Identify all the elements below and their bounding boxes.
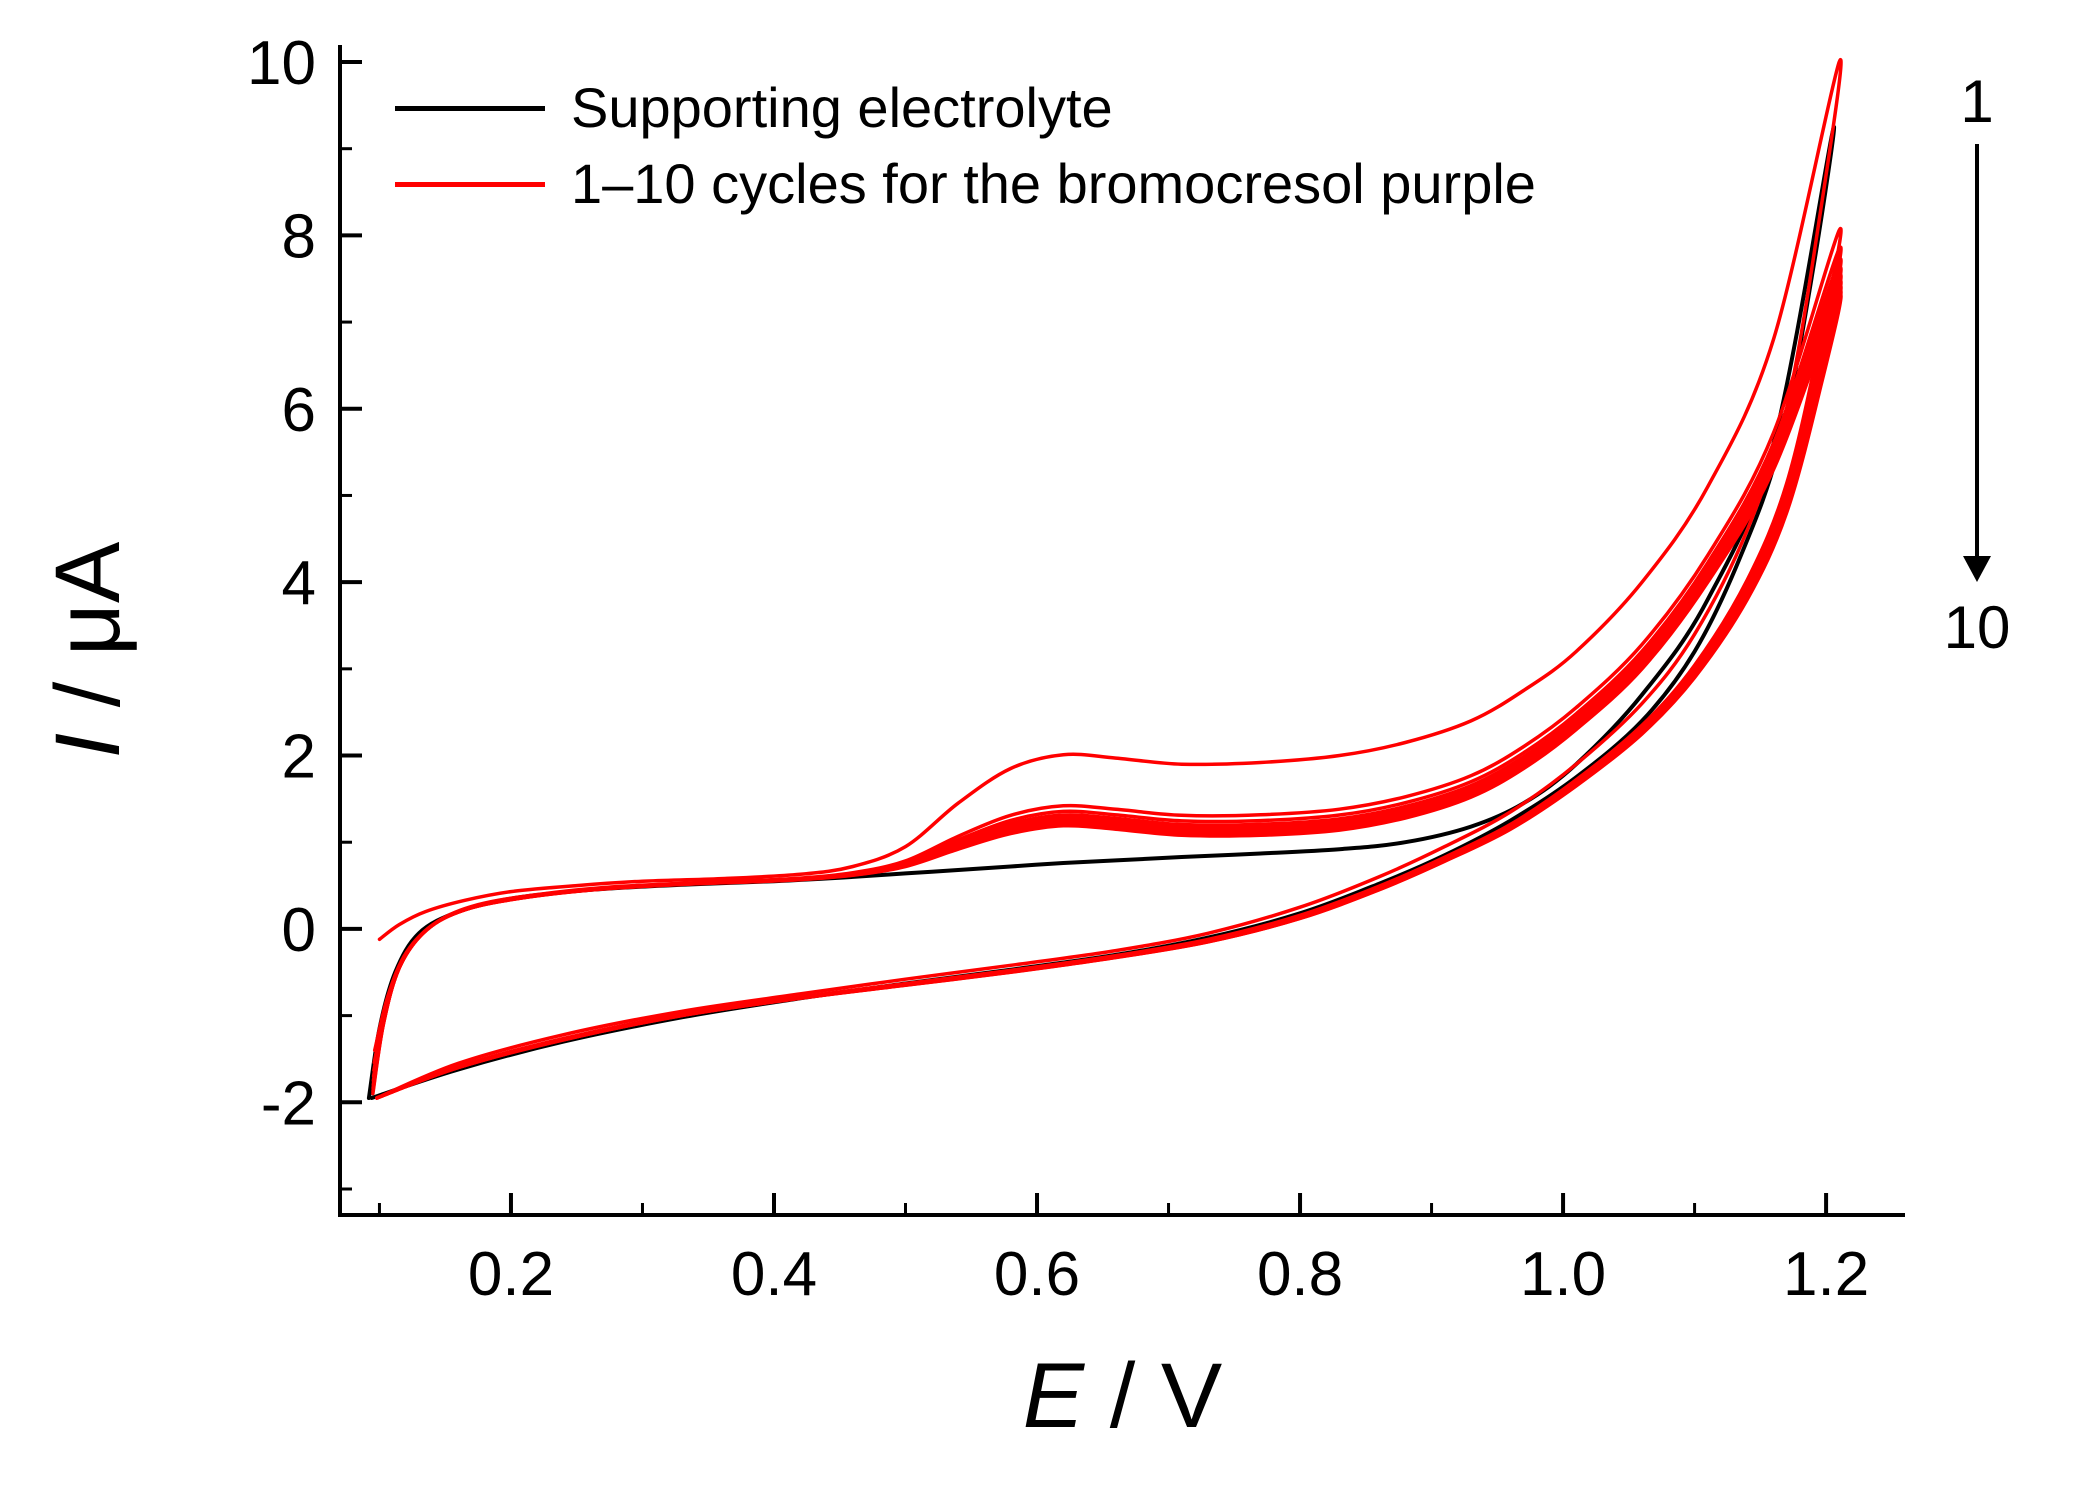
cycle-curve-10 <box>371 292 1843 1100</box>
x-tick-label: 0.2 <box>468 1240 554 1309</box>
cycle-curve-2 <box>372 226 1843 1100</box>
y-tick-label: -2 <box>261 1069 316 1138</box>
cycle-start-label: 1 <box>1960 68 1994 135</box>
y-tick-label: 4 <box>282 549 316 618</box>
y-tick-label: 8 <box>282 202 316 271</box>
legend-label-cycles: 1–10 cycles for the bromocresol purple <box>571 152 1536 215</box>
legend-item-cycles: 1–10 cycles for the bromocresol purple <box>395 146 1536 222</box>
cycle-curve-1 <box>375 58 1843 1100</box>
y-tick-label: 6 <box>282 376 316 445</box>
y-tick-label: 0 <box>282 896 316 965</box>
cycle-curve-5 <box>371 265 1843 1100</box>
down-arrow-icon <box>1975 144 1979 556</box>
x-tick-label: 1.2 <box>1783 1240 1869 1309</box>
legend-label-electrolyte: Supporting electrolyte <box>571 76 1113 139</box>
y-axis-units: / μA <box>37 541 139 733</box>
x-tick-label: 0.8 <box>1257 1240 1343 1309</box>
x-axis-symbol: E <box>1022 1345 1085 1447</box>
cycle-curve-4 <box>372 257 1843 1100</box>
legend-line-red <box>395 181 545 187</box>
cycle-curve-3 <box>372 245 1843 1100</box>
cycle-direction-annotation: 1 10 <box>1922 72 2032 658</box>
y-tick-label: 10 <box>247 29 316 98</box>
legend-item-electrolyte: Supporting electrolyte <box>395 70 1536 146</box>
y-axis-title: I / μA <box>37 542 139 759</box>
cycle-end-label: 10 <box>1943 594 2011 661</box>
x-axis-units: / V <box>1084 1345 1223 1447</box>
x-tick-label: 1.0 <box>1520 1240 1606 1309</box>
x-axis-title: E / V <box>340 1350 1905 1442</box>
x-tick-label: 0.4 <box>731 1240 817 1309</box>
x-tick-label: 0.6 <box>994 1240 1080 1309</box>
legend: Supporting electrolyte 1–10 cycles for t… <box>395 70 1536 222</box>
down-arrow-head-icon <box>1963 556 1991 582</box>
cycle-curve-9 <box>371 288 1843 1100</box>
y-tick-label: 2 <box>282 723 316 792</box>
y-axis-symbol: I <box>37 732 139 759</box>
legend-line-black <box>395 105 545 111</box>
